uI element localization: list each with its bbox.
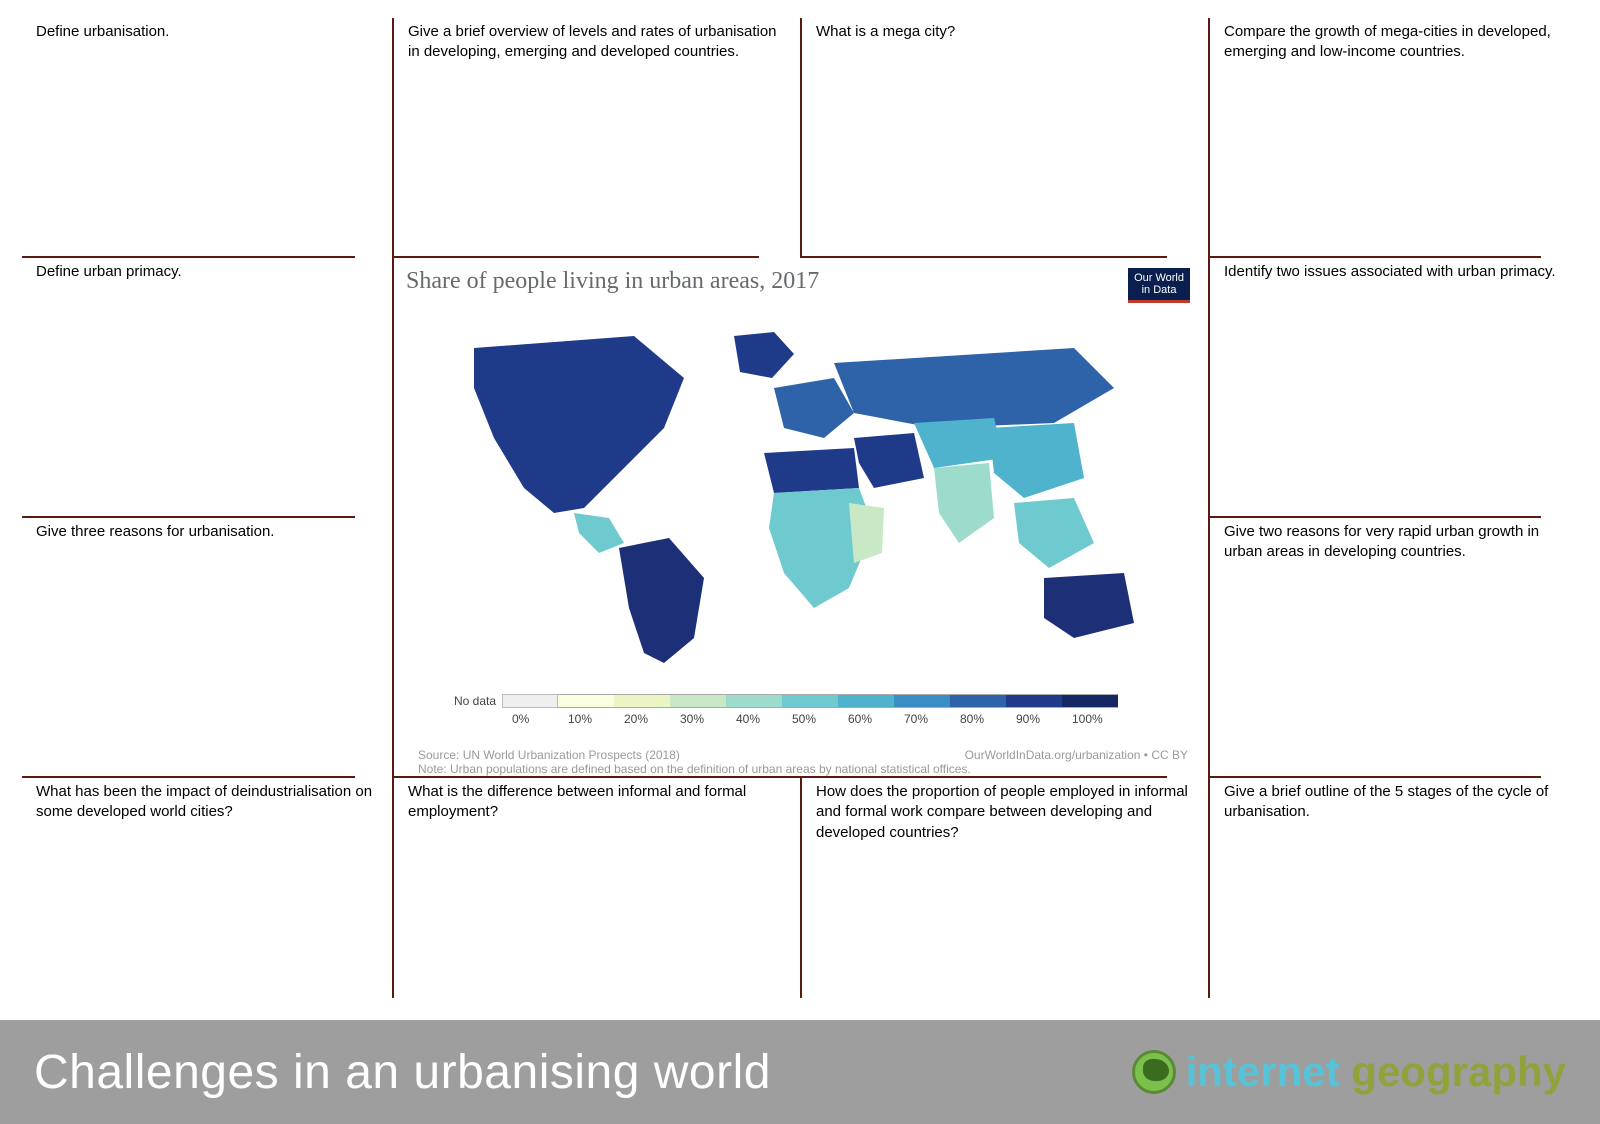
q-three-reasons: Give three reasons for urbanisation. (22, 518, 392, 778)
q-deindustrialisation: What has been the impact of deindustrial… (22, 778, 392, 998)
page-title: Challenges in an urbanising world (34, 1045, 771, 1100)
region-china (989, 423, 1084, 498)
legend-ticks: 0% 10% 20% 30% 40% 50% 60% 70% 80% 90% 1… (454, 712, 1128, 726)
q-overview-levels: Give a brief overview of levels and rate… (392, 18, 800, 258)
legend-nodata-label: No data (454, 694, 496, 708)
owid-badge: Our World in Data (1128, 268, 1190, 303)
q-urban-primacy: Define urban primacy. (22, 258, 392, 518)
row1-mid: Give a brief overview of levels and rate… (392, 18, 1208, 258)
globe-icon (1132, 1050, 1176, 1094)
logo-word-internet: internet (1186, 1048, 1340, 1095)
bottom-row: What has been the impact of deindustrial… (22, 778, 1578, 998)
brand-logo: internet geography (1132, 1048, 1566, 1096)
map-title: Share of people living in urban areas, 2… (406, 268, 1196, 295)
q-rapid-growth: Give two reasons for very rapid urban gr… (1208, 518, 1578, 778)
region-central-asia (914, 418, 1004, 468)
legend-swatch (502, 694, 558, 708)
q-proportion-compare: How does the proportion of people employ… (800, 778, 1208, 998)
world-map (434, 318, 1154, 668)
region-australia (1044, 573, 1134, 638)
map-note: Note: Urban populations are defined base… (418, 762, 1188, 776)
worksheet-grid: Define urbanisation. Give a brief overvi… (0, 0, 1600, 1020)
region-greenland (734, 332, 794, 378)
region-east-africa (849, 503, 884, 563)
logo-word-geography: geography (1351, 1048, 1566, 1095)
q-compare-mega: Compare the growth of mega-cities in dev… (1208, 18, 1578, 258)
region-middle-east (854, 433, 924, 488)
q-informal-formal: What is the difference between informal … (392, 778, 800, 998)
footer-bar: Challenges in an urbanising world intern… (0, 1020, 1600, 1124)
region-north-america (474, 336, 684, 513)
region-se-asia (1014, 498, 1094, 568)
region-south-asia (934, 463, 994, 543)
map-source: Source: UN World Urbanization Prospects … (418, 748, 1188, 762)
q-mega-city: What is a mega city? (800, 18, 1208, 258)
map-legend: No data (454, 694, 1118, 708)
region-europe (774, 378, 854, 438)
q-primacy-issues: Identify two issues associated with urba… (1208, 258, 1578, 518)
region-central-america (574, 513, 624, 553)
q-five-stages: Give a brief outline of the 5 stages of … (1208, 778, 1578, 998)
region-russia (834, 348, 1114, 428)
region-south-america (619, 538, 704, 663)
map-panel: Share of people living in urban areas, 2… (392, 258, 1208, 778)
region-north-africa (764, 448, 859, 493)
q-define-urbanisation: Define urbanisation. (22, 18, 392, 258)
